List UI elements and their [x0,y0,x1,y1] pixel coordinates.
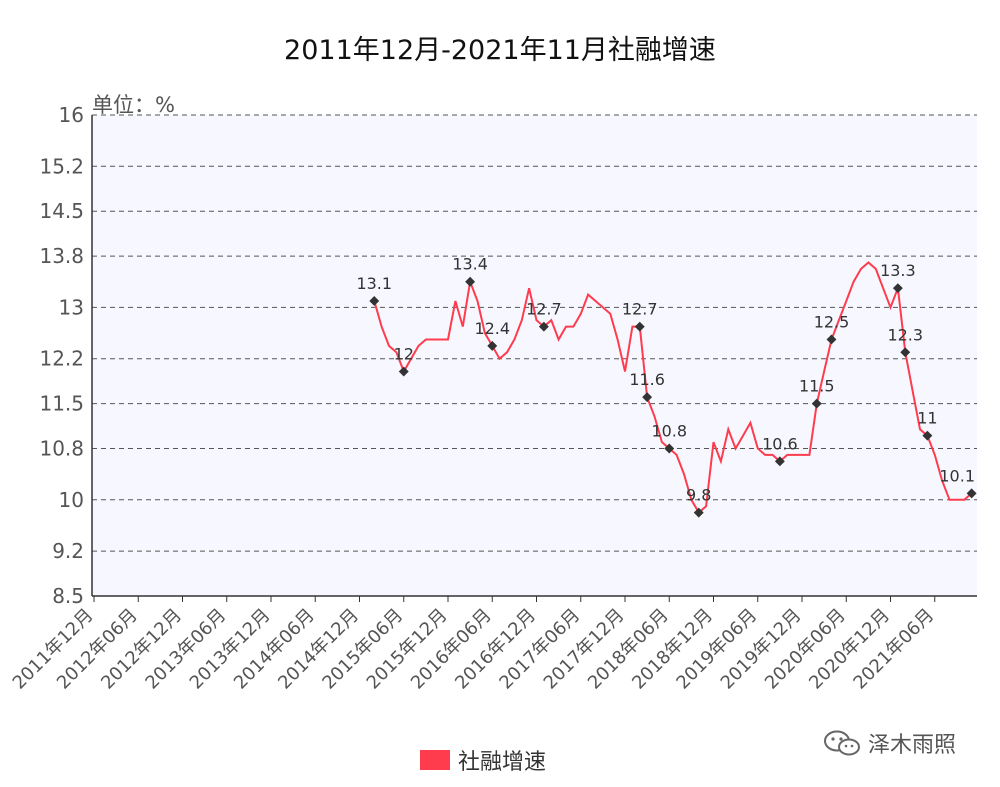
data-marker [465,276,476,287]
series-line-社融增速 [373,261,973,515]
data-label: 10.6 [762,434,798,453]
data-label: 13.3 [880,261,916,280]
y-tick-label: 16 [59,103,84,127]
data-marker [634,321,645,332]
data-label: 13.4 [452,255,488,274]
plot-area [92,115,977,596]
data-marker [664,443,675,454]
data-marker [369,296,380,306]
data-label: 12.5 [814,312,850,331]
x-axis-ticks: 2011年12月2012年06月2012年12月2013年06月2013年12月… [9,596,938,694]
data-marker [487,340,498,351]
y-tick-label: 8.5 [52,584,84,608]
data-marker [398,366,409,377]
data-label: 10.1 [939,466,975,485]
data-marker [826,334,837,345]
data-marker [892,283,903,294]
data-label: 12.3 [887,325,923,344]
data-markers [369,276,977,518]
data-label: 12 [394,345,414,364]
y-tick-label: 13 [59,295,84,319]
y-tick-label: 13.8 [39,244,84,268]
unit-label: 单位：% [92,93,175,117]
data-label: 9.8 [686,486,711,505]
data-marker [966,488,977,499]
data-label: 13.1 [356,274,392,293]
watermark-text: 泽木雨照 [868,733,957,758]
legend-swatch [420,750,450,770]
data-label: 12.7 [526,300,562,319]
data-label: 11.6 [629,370,665,389]
data-label: 10.8 [651,421,687,440]
watermark: 泽木雨照 [822,727,956,759]
data-marker [811,398,822,409]
legend-label: 社融增速 [458,750,547,775]
axes [91,115,977,597]
wechat-icon [824,730,860,756]
legend[interactable]: 社融增速 [420,745,546,775]
data-label: 12.7 [622,300,658,319]
data-marker [774,456,785,467]
data-labels: 13.1 12 13.4 12.4 12.7 12.7 11.6 10.8 9.8 10.6 11.… [356,255,975,505]
data-marker [642,392,653,403]
y-tick-label: 10.8 [39,436,84,460]
data-marker [693,507,704,518]
y-axis-ticks: 16 15.2 14.5 13.8 13 12.2 11.5 10.8 10 9.2 8.5 [39,103,84,608]
y-tick-label: 15.2 [39,154,84,178]
chart-title: 2011年12月-2021年11月社融增速 [284,35,716,66]
data-label: 12.4 [474,319,510,338]
data-marker [922,430,933,441]
y-tick-label: 12.2 [39,347,84,371]
data-label: 11.5 [799,377,835,396]
y-tick-label: 9.2 [52,539,84,563]
y-tick-label: 11.5 [39,392,84,416]
data-marker [538,321,549,332]
y-tick-label: 10 [59,488,84,512]
data-marker [900,347,911,358]
y-tick-label: 14.5 [39,199,84,223]
data-label: 11 [917,409,937,428]
